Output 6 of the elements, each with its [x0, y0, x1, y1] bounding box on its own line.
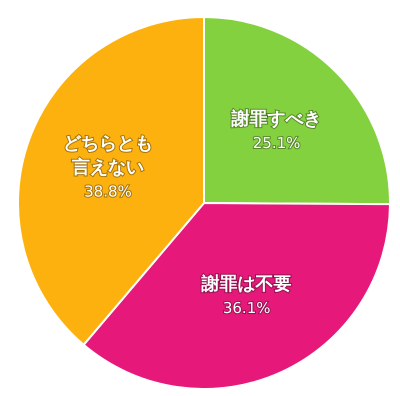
data-label: 36.1% — [222, 298, 271, 317]
slice-label: 謝罪すべき — [230, 108, 322, 130]
slice-label: 謝罪は不要 — [200, 273, 292, 294]
data-label: 25.1% — [252, 134, 300, 152]
slice-label: どちらとも言えない — [62, 133, 153, 178]
data-label: 38.8% — [84, 182, 132, 201]
